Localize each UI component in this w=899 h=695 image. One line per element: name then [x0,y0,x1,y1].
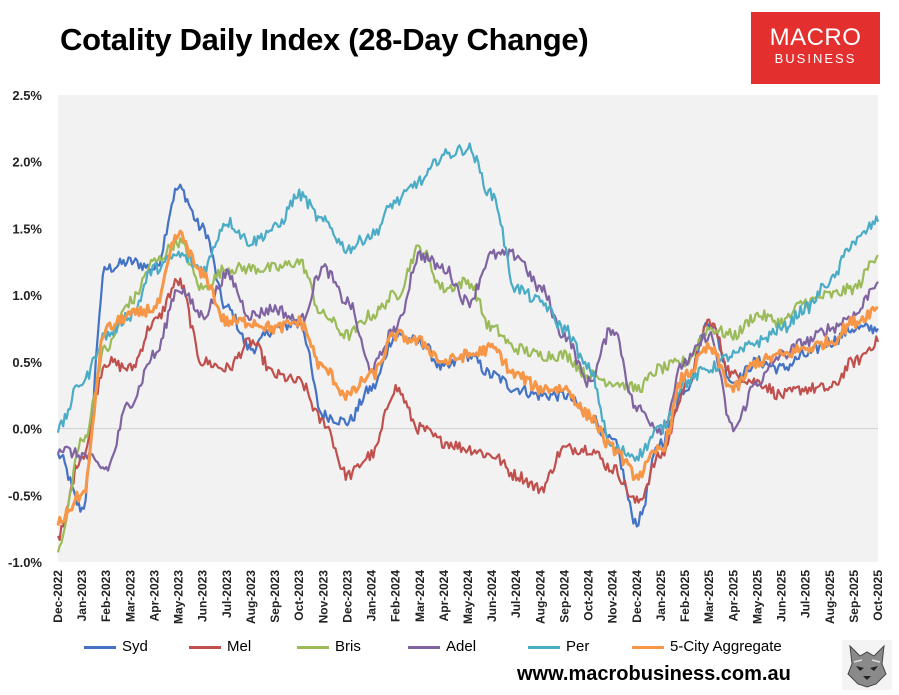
x-tick-label: Dec-2022 [51,570,65,623]
y-tick-label: 2.5% [12,88,42,103]
legend-label: Adel [446,638,477,655]
legend-swatch [408,645,440,649]
x-tick-label: Feb-2023 [99,570,113,622]
x-tick-label: Apr-2023 [147,570,161,622]
legend-item: Adel [408,638,476,655]
x-tick-label: Dec-2024 [630,570,644,623]
x-tick-label: Jul-2023 [220,570,234,618]
legend-item: Syd [84,638,148,655]
y-tick-label: 0.5% [12,355,42,370]
x-tick-label: May-2024 [461,570,475,624]
x-tick-label: Nov-2024 [606,570,620,624]
series-line-5-city-aggregate [56,229,879,526]
y-tick-label: 1.0% [12,288,42,303]
x-tick-label: Mar-2025 [702,570,716,622]
x-tick-label: Aug-2023 [244,570,258,624]
x-tick-label: Jan-2024 [365,570,379,622]
x-tick-label: Jun-2025 [775,570,789,622]
logo-line-1: MACRO [769,24,862,51]
legend-label: Mel [227,638,252,655]
legend-item: Per [528,638,589,655]
x-tick-label: Jan-2023 [75,570,89,622]
legend-label: 5-City Aggregate [670,638,782,655]
series-line-mel [56,277,880,542]
legend-label: Bris [335,638,361,655]
x-tick-label: Feb-2025 [678,570,692,622]
legend-swatch [84,645,116,649]
x-tick-label: Oct-2025 [871,570,885,621]
legend-swatch [528,645,560,649]
x-tick-label: Sep-2024 [557,570,571,623]
x-tick-label: Aug-2025 [823,570,837,624]
x-tick-label: Jun-2023 [196,570,210,622]
chart-title: Cotality Daily Index (28-Day Change) [60,22,589,57]
y-tick-label: 0.0% [12,422,42,437]
wolf-mascot-icon [842,640,892,690]
y-tick-label: 2.0% [12,155,42,170]
x-tick-label: Mar-2024 [413,570,427,622]
legend-item: Bris [297,638,361,655]
x-tick-label: Jun-2024 [485,570,499,622]
x-tick-label: Dec-2023 [340,570,354,623]
x-tick-label: Jul-2025 [799,570,813,618]
x-tick-label: Apr-2025 [726,570,740,622]
legend-item: Mel [189,638,251,655]
legend-swatch [632,645,664,649]
x-tick-label: Sep-2023 [268,570,282,623]
series-line-bris [56,236,879,553]
legend-swatch [297,645,329,649]
x-tick-label: May-2025 [750,570,764,624]
macrobusiness-logo: MACRO BUSINESS [751,12,880,84]
x-tick-label: Sep-2025 [847,570,861,623]
logo-line-2: BUSINESS [774,51,857,66]
legend-item: 5-City Aggregate [632,638,782,655]
x-tick-label: Apr-2024 [437,570,451,622]
x-tick-label: Oct-2024 [582,570,596,621]
website-url: www.macrobusiness.com.au [517,663,791,685]
x-tick-label: Mar-2023 [123,570,137,622]
x-tick-label: Jan-2025 [654,570,668,622]
plot-area [58,95,878,562]
x-tick-label: Jul-2024 [509,570,523,618]
line-chart: -1.0% -0.5% 0.0% 0.5% 1.0% 1.5% 2.0% 2.5% Dec-20… [8,88,885,624]
y-tick-label: 1.5% [12,221,42,236]
x-tick-label: Oct-2023 [292,570,306,621]
legend-label: Syd [122,638,148,655]
legend-label: Per [566,638,590,655]
x-tick-label: Nov-2023 [316,570,330,624]
y-tick-label: -0.5% [8,488,42,503]
series-line-adel [56,248,879,472]
x-tick-label: Feb-2024 [389,570,403,622]
legend-swatch [189,645,221,649]
x-tick-label: Aug-2024 [533,570,547,624]
y-tick-label: -1.0% [8,555,42,570]
x-tick-label: May-2023 [172,570,186,624]
